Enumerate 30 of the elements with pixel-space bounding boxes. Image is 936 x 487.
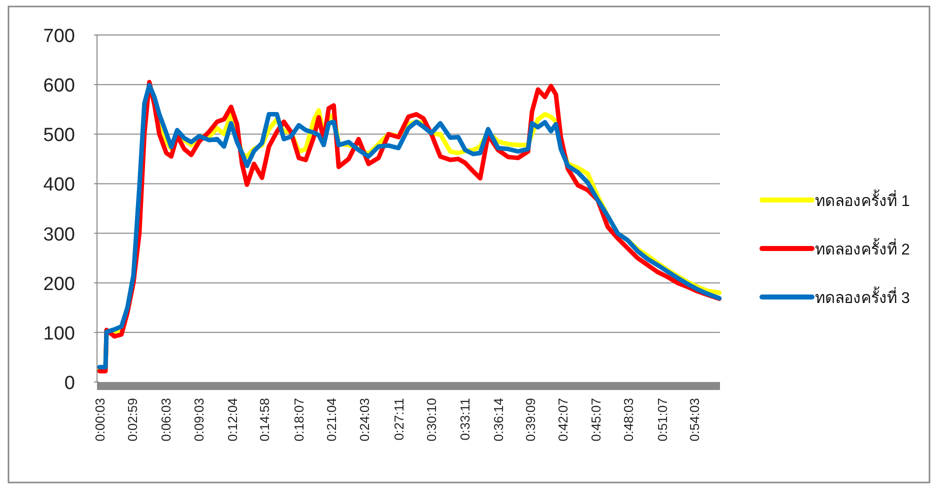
y-tick-label: 200 bbox=[43, 274, 75, 295]
x-tick-label: 0:12:04 bbox=[224, 398, 240, 442]
x-tick-label: 0:14:58 bbox=[256, 398, 272, 442]
x-tick-label: 0:27:11 bbox=[391, 398, 406, 440]
x-tick-label: 0:09:03 bbox=[192, 398, 207, 442]
x-tick-label: 0:33:11 bbox=[457, 398, 472, 440]
y-tick-label: 700 bbox=[43, 26, 75, 47]
legend-label: ทดลองครั้งที่ 1 bbox=[815, 189, 910, 210]
legend-label: ทดลองครั้งที่ 3 bbox=[815, 286, 910, 307]
y-tick-label: 100 bbox=[43, 323, 75, 344]
x-tick-label: 0:24:03 bbox=[356, 398, 372, 442]
x-tick-label: 0:30:10 bbox=[424, 398, 440, 442]
x-tick-label: 0:54:03 bbox=[687, 398, 702, 442]
x-tick-label: 0:45:07 bbox=[588, 398, 604, 442]
x-tick-label: 0:02:59 bbox=[124, 398, 140, 442]
y-tick-label: 500 bbox=[43, 125, 75, 146]
x-tick-label: 0:42:07 bbox=[556, 398, 571, 442]
y-tick-label: 400 bbox=[43, 174, 75, 196]
legend-label: ทดลองครั้งที่ 2 bbox=[815, 238, 910, 258]
x-tick-label: 0:18:07 bbox=[291, 398, 306, 442]
x-tick-label: 0:48:03 bbox=[621, 398, 636, 442]
y-tick-label: 600 bbox=[43, 76, 75, 97]
x-tick-label: 0:51:07 bbox=[654, 398, 670, 442]
y-tick-label: 300 bbox=[43, 224, 75, 246]
y-tick-label: 0 bbox=[64, 373, 75, 394]
x-tick-label: 0:21:04 bbox=[324, 398, 339, 442]
x-tick-label: 0:39:09 bbox=[523, 398, 538, 442]
x-tick-label: 0:36:14 bbox=[490, 398, 506, 442]
x-tick-label: 0:06:03 bbox=[158, 398, 174, 442]
x-tick-label: 0:00:03 bbox=[92, 398, 108, 442]
